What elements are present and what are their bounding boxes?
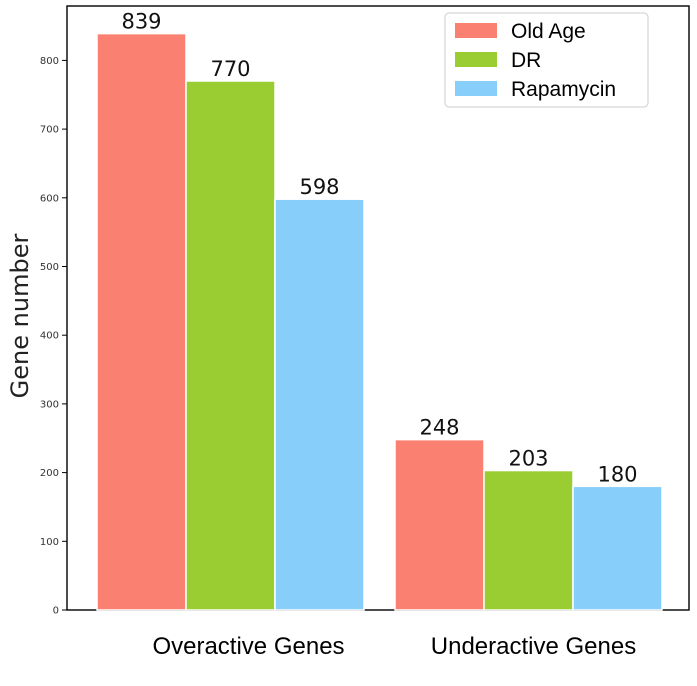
- y-tick-label: 200: [40, 468, 59, 479]
- y-tick-label: 0: [53, 606, 59, 617]
- plot-axes: [66, 5, 690, 611]
- legend-label: DR: [511, 49, 541, 72]
- legend-swatch-dr: [455, 52, 497, 67]
- bar-dr: [185, 80, 276, 611]
- bar-value-labels: 839 770 598 248 203 180: [121, 10, 637, 487]
- bar-old-age: [394, 438, 485, 611]
- plot-frame: [66, 5, 690, 611]
- bar-old-age: [96, 32, 187, 611]
- y-tick-label: 700: [40, 125, 59, 136]
- y-axis-label: Gene number: [6, 234, 34, 399]
- y-tick-label: 800: [40, 56, 59, 67]
- legend-swatch-rapamycin: [455, 81, 497, 96]
- bar-value-label: 180: [597, 462, 637, 486]
- bar-value-label: 839: [121, 10, 161, 34]
- x-category-label: Overactive Genes: [152, 633, 344, 660]
- bars-group: [96, 32, 663, 611]
- y-tick-label: 600: [40, 193, 59, 204]
- legend-swatch-old-age: [455, 23, 497, 38]
- bar-rapamycin: [274, 198, 365, 611]
- bar-value-label: 203: [508, 447, 548, 471]
- y-tick-label: 100: [40, 537, 59, 548]
- y-tick-label: 400: [40, 331, 59, 342]
- y-axis-ticks: 0 100 200 300 400 500 600 700 800: [40, 56, 67, 617]
- y-tick-label: 300: [40, 399, 59, 410]
- x-category-label: Underactive Genes: [431, 633, 636, 660]
- bar-value-label: 598: [299, 175, 339, 199]
- bar-rapamycin: [572, 485, 663, 611]
- legend-label: Old Age: [511, 20, 586, 43]
- bar-value-label: 770: [210, 57, 250, 81]
- bar-value-label: 248: [419, 416, 459, 440]
- legend-label: Rapamycin: [511, 78, 616, 101]
- legend: Old Age DR Rapamycin: [444, 12, 649, 108]
- x-axis-category-labels: Overactive Genes Underactive Genes: [152, 633, 636, 660]
- bar-dr: [483, 469, 574, 611]
- y-tick-label: 500: [40, 262, 59, 273]
